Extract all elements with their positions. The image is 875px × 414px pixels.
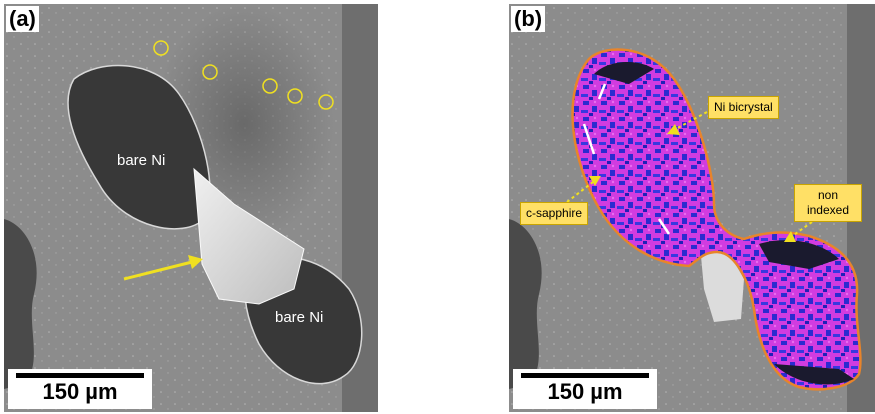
marker-circle bbox=[153, 40, 169, 56]
ebsd-map-region bbox=[571, 48, 862, 391]
edge-void-left bbox=[509, 219, 542, 389]
non-indexed-patch bbox=[594, 62, 654, 84]
sem-panel-a: (a) bare Ni bare Ni 150 µm bbox=[4, 4, 378, 412]
non-indexed-patch bbox=[774, 364, 854, 385]
sem-image-a bbox=[4, 4, 378, 412]
callout-arrow-ni-bicrystal bbox=[673, 111, 708, 131]
region-label-bare-ni-upper: bare Ni bbox=[117, 152, 166, 169]
callout-ni-bicrystal: Ni bicrystal bbox=[708, 96, 779, 119]
yellow-arrow bbox=[123, 260, 193, 281]
ebsd-panel-b: (b) Ni bicrystal c-sapphire non indexed … bbox=[509, 4, 875, 412]
callout-non-indexed-line2: indexed bbox=[806, 203, 850, 217]
marker-circle bbox=[202, 64, 218, 80]
callout-arrow-non-indexed bbox=[790, 221, 813, 238]
non-indexed-patch bbox=[759, 240, 839, 269]
panel-label-a: (a) bbox=[6, 6, 39, 32]
scalebar-text: 150 µm bbox=[547, 379, 623, 404]
sapphire-flake bbox=[193, 167, 305, 305]
scalebar-line bbox=[521, 373, 649, 378]
edge-void-left bbox=[4, 219, 37, 389]
yellow-arrow-head bbox=[188, 255, 203, 269]
callout-arrowhead bbox=[589, 176, 601, 186]
callout-non-indexed: non indexed bbox=[794, 184, 862, 222]
marker-circle bbox=[262, 78, 278, 94]
region-label-bare-ni-lower: bare Ni bbox=[275, 309, 324, 326]
callout-arrowhead bbox=[784, 231, 796, 242]
marker-circle bbox=[287, 88, 303, 104]
marker-circle bbox=[318, 94, 334, 110]
scalebar-line bbox=[16, 373, 144, 378]
sapphire-streaks bbox=[582, 83, 671, 235]
panel-label-b: (b) bbox=[511, 6, 546, 32]
callout-arrowhead bbox=[667, 124, 680, 135]
callout-non-indexed-line1: non bbox=[817, 188, 839, 202]
sapphire-flake bbox=[699, 234, 744, 322]
scalebar-b: 150 µm bbox=[513, 369, 657, 409]
callout-c-sapphire: c-sapphire bbox=[520, 202, 589, 225]
scalebar-text: 150 µm bbox=[42, 379, 118, 404]
scalebar-a: 150 µm bbox=[8, 369, 152, 409]
